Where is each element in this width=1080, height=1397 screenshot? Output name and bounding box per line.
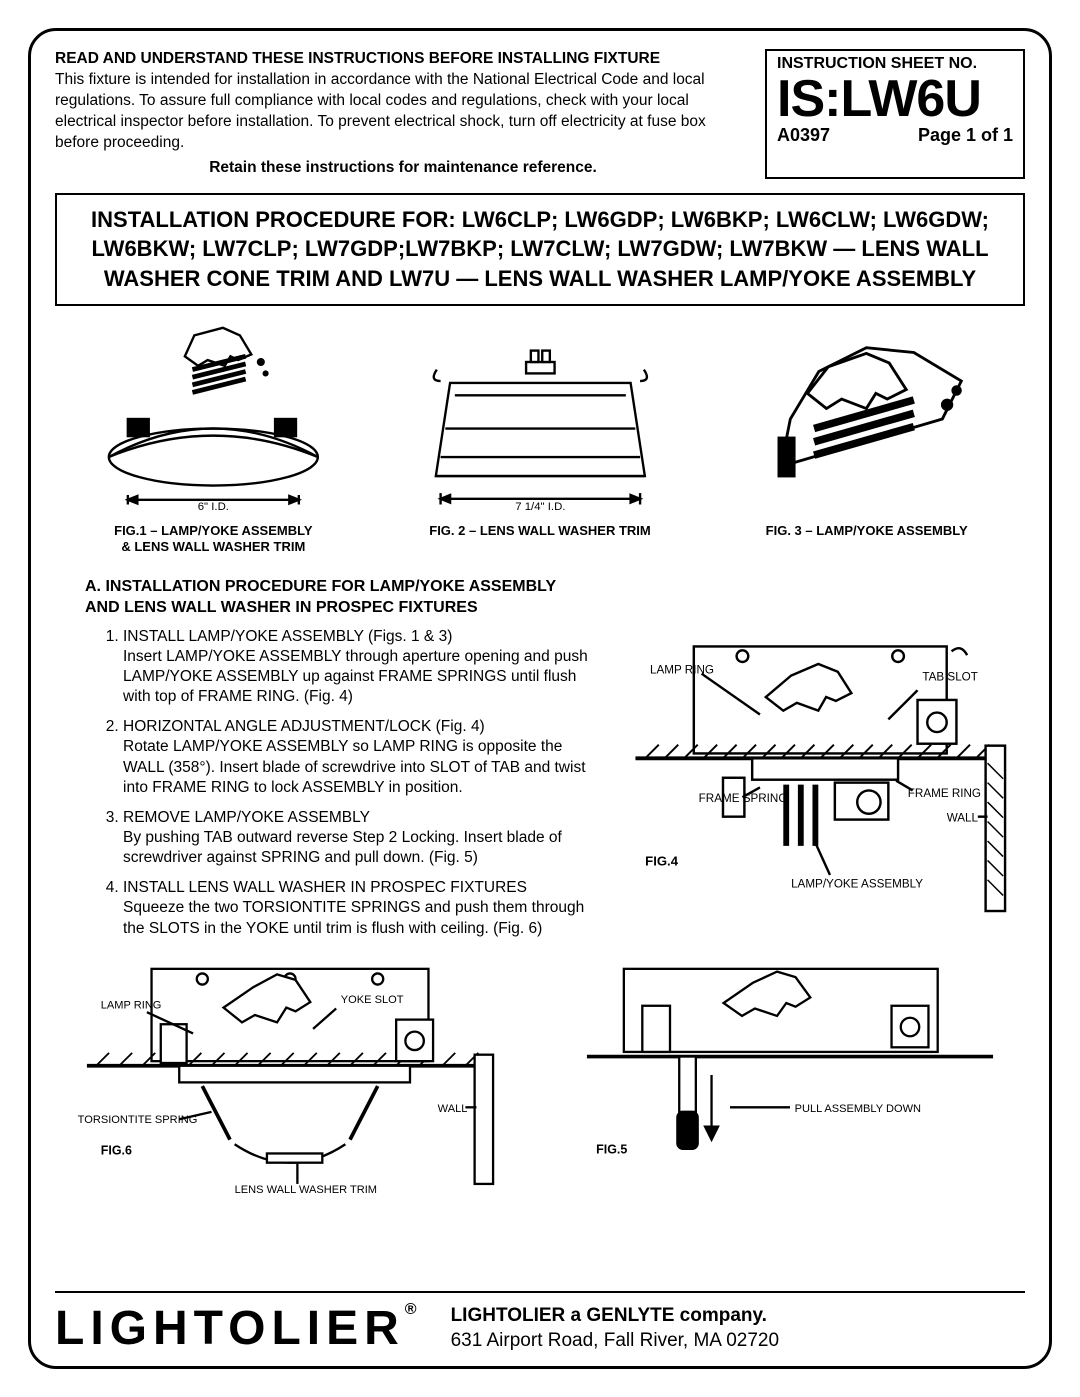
registered-icon: ® <box>405 1301 423 1318</box>
figure-6: LAMP RING YOKE SLOT TORSIONTITE SPRING W… <box>55 955 525 1200</box>
fig3-svg <box>708 324 1025 514</box>
sheet-code: IS:LW6U <box>777 73 1013 125</box>
fig5-label: FIG.5 <box>596 1142 627 1156</box>
fig1-caption: FIG.1 – LAMP/YOKE ASSEMBLY & LENS WALL W… <box>55 523 372 556</box>
fig1-svg: 6" I.D. <box>55 324 372 514</box>
mid-row: INSTALL LAMP/YOKE ASSEMBLY (Figs. 1 & 3)… <box>55 627 1025 949</box>
header-text-block: READ AND UNDERSTAND THESE INSTRUCTIONS B… <box>55 49 751 179</box>
fig2-svg: 7 1/4" I.D. <box>382 324 699 514</box>
header-retain: Retain these instructions for maintenanc… <box>55 158 751 179</box>
step-3: REMOVE LAMP/YOKE ASSEMBLY By pushing TAB… <box>123 808 606 868</box>
title-box: INSTALLATION PROCEDURE FOR: LW6CLP; LW6G… <box>55 193 1025 306</box>
fig4-wall: WALL <box>947 811 979 824</box>
logo: LIGHTOLIER® <box>55 1301 423 1356</box>
section-a-heading: A. INSTALLATION PROCEDURE FOR LAMP/YOKE … <box>85 577 1025 619</box>
fig6-lampring: LAMP RING <box>101 999 162 1011</box>
footer-address: 631 Airport Road, Fall River, MA 02720 <box>451 1329 779 1354</box>
logo-text: LIGHTOLIER <box>55 1302 405 1355</box>
fig6-label: FIG.6 <box>101 1143 132 1157</box>
spacer <box>55 1200 1025 1285</box>
fig6-trim: LENS WALL WASHER TRIM <box>235 1184 377 1195</box>
figure-5: PULL ASSEMBLY DOWN FIG.5 <box>555 955 1025 1200</box>
figure-row-bottom: LAMP RING YOKE SLOT TORSIONTITE SPRING W… <box>55 955 1025 1200</box>
step-4: INSTALL LENS WALL WASHER IN PROSPEC FIXT… <box>123 878 606 938</box>
header-warning: READ AND UNDERSTAND THESE INSTRUCTIONS B… <box>55 49 751 70</box>
figure-3: FIG. 3 – LAMP/YOKE ASSEMBLY <box>708 324 1025 556</box>
fig4-framering: FRAME RING <box>908 787 981 800</box>
fig5-svg: PULL ASSEMBLY DOWN FIG.5 <box>555 955 1025 1195</box>
fig4-lampring: LAMP RING <box>651 663 715 676</box>
footer: LIGHTOLIER® LIGHTOLIER a GENLYTE company… <box>55 1301 1025 1356</box>
fig4-svg: LAMP RING TAB SLOT FRAME SPRING FRAME RI… <box>616 627 1025 919</box>
steps-list: INSTALL LAMP/YOKE ASSEMBLY (Figs. 1 & 3)… <box>123 627 606 939</box>
header-body: This fixture is intended for installatio… <box>55 71 706 151</box>
fig4-label: FIG.4 <box>646 853 680 868</box>
footer-text: LIGHTOLIER a GENLYTE company. 631 Airpor… <box>451 1304 779 1353</box>
header-row: READ AND UNDERSTAND THESE INSTRUCTIONS B… <box>55 49 1025 179</box>
steps-column: INSTALL LAMP/YOKE ASSEMBLY (Figs. 1 & 3)… <box>55 627 606 949</box>
fig5-pull: PULL ASSEMBLY DOWN <box>795 1103 921 1115</box>
step-2: HORIZONTAL ANGLE ADJUSTMENT/LOCK (Fig. 4… <box>123 717 606 798</box>
fig4-lampyoke: LAMP/YOKE ASSEMBLY <box>792 877 924 890</box>
sheet-rev: A0397 <box>777 125 830 146</box>
fig6-yokeslot: YOKE SLOT <box>341 994 404 1006</box>
figure-row-top: 6" I.D. FIG.1 – LAMP/YOKE ASSEMBLY & LEN… <box>55 324 1025 556</box>
fig6-torsion: TORSIONTITE SPRING <box>78 1114 198 1126</box>
fig2-caption: FIG. 2 – LENS WALL WASHER TRIM <box>382 523 699 539</box>
fig1-dim: 6" I.D. <box>198 501 229 513</box>
fig3-caption: FIG. 3 – LAMP/YOKE ASSEMBLY <box>708 523 1025 539</box>
page-frame: READ AND UNDERSTAND THESE INSTRUCTIONS B… <box>28 28 1052 1369</box>
footer-company: LIGHTOLIER a GENLYTE company. <box>451 1304 779 1329</box>
fig2-dim: 7 1/4" I.D. <box>515 501 565 513</box>
fig6-svg: LAMP RING YOKE SLOT TORSIONTITE SPRING W… <box>55 955 525 1195</box>
fig4-tabslot: TAB SLOT <box>923 670 979 683</box>
figure-1: 6" I.D. FIG.1 – LAMP/YOKE ASSEMBLY & LEN… <box>55 324 372 556</box>
figure-4: LAMP RING TAB SLOT FRAME SPRING FRAME RI… <box>616 627 1025 949</box>
sheet-sub: A0397 Page 1 of 1 <box>777 125 1013 146</box>
figure-2: 7 1/4" I.D. FIG. 2 – LENS WALL WASHER TR… <box>382 324 699 556</box>
sheet-number-box: INSTRUCTION SHEET NO. IS:LW6U A0397 Page… <box>765 49 1025 179</box>
fig4-framespring: FRAME SPRING <box>699 792 788 805</box>
step-1: INSTALL LAMP/YOKE ASSEMBLY (Figs. 1 & 3)… <box>123 627 606 708</box>
fig6-wall: WALL <box>438 1103 468 1115</box>
footer-rule <box>55 1291 1025 1293</box>
sheet-page: Page 1 of 1 <box>918 125 1013 146</box>
